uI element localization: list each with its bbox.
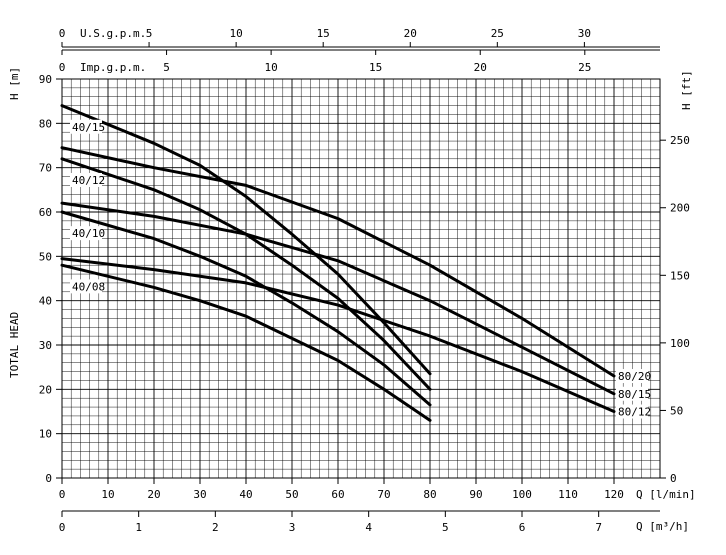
x-lmin-tick-label: 50: [285, 488, 298, 501]
y-left-tick-label: 70: [39, 162, 52, 175]
y-right-tick-label: 0: [670, 472, 677, 485]
x-lmin-tick-label: 60: [331, 488, 344, 501]
x-lmin-tick-label: 90: [469, 488, 482, 501]
top-imp-gpm-tick-label: 15: [369, 61, 382, 74]
y-left-tick-label: 30: [39, 339, 52, 352]
y-left-tick-label: 40: [39, 295, 52, 308]
top-axis-imp-gpm-label: Imp.g.p.m.: [80, 61, 146, 74]
y-left-unit-label: H [m]: [8, 67, 21, 100]
curve-40-12: [60, 157, 432, 391]
top-axes: 0 5 10 15 20 25 30 0 5 10 15 20 25: [59, 27, 660, 74]
top-us-gpm-tick-label: 25: [491, 27, 504, 40]
series-label-40-15: 40/15: [72, 121, 105, 134]
chart-grid: [61, 78, 661, 479]
top-imp-gpm-tick-label: 20: [474, 61, 487, 74]
y-left-tick-label: 80: [39, 117, 52, 130]
x-m3h-tick-label: 2: [212, 521, 219, 534]
top-imp-gpm-tick-label: 0: [59, 61, 66, 74]
x-m3h-tick-label: 5: [442, 521, 449, 534]
curve-80-15: [60, 201, 616, 396]
x-m3h-tick-label: 1: [135, 521, 142, 534]
top-imp-gpm-tick-label: 10: [264, 61, 277, 74]
curve-40-15: [60, 104, 432, 376]
x-lmin-tick-label: 40: [239, 488, 252, 501]
series-label-40-12: 40/12: [72, 174, 105, 187]
x-lmin-tick-label: 100: [512, 488, 532, 501]
curve-40-08: [60, 263, 432, 422]
x-lmin-tick-label: 70: [377, 488, 390, 501]
y-left-tick-label: 90: [39, 73, 52, 86]
top-us-gpm-tick-label: 0: [59, 27, 66, 40]
y-left-tick-label: 10: [39, 428, 52, 441]
x-m3h-axis-label: Q [m³/h]: [636, 520, 689, 533]
x-lmin-tick-label: 80: [423, 488, 436, 501]
x-lmin-tick-label: 120: [604, 488, 624, 501]
y-right-tick-label: 100: [670, 337, 690, 350]
y-right-tick-label: 50: [670, 404, 683, 417]
series-label-80-15: 80/15: [618, 388, 651, 401]
y-left-tick-label: 60: [39, 206, 52, 219]
top-imp-gpm-tick-label: 5: [163, 61, 170, 74]
curves: [60, 104, 616, 422]
y-left-tick-label: 50: [39, 250, 52, 263]
x-m3h-tick-label: 0: [59, 521, 66, 534]
x-m3h-tick-label: 6: [519, 521, 526, 534]
series-label-40-08: 40/08: [72, 280, 105, 293]
y-left-tick-label: 0: [45, 472, 52, 485]
curve-80-20: [60, 146, 616, 378]
x-lmin-tick-label: 10: [101, 488, 114, 501]
x-m3h-tick-label: 4: [365, 521, 372, 534]
y-right-tick-label: 200: [670, 202, 690, 215]
y-left-title: TOTAL HEAD: [8, 312, 21, 378]
y-right-tick-label: 250: [670, 134, 690, 147]
x-m3h-tick-label: 7: [595, 521, 602, 534]
series-label-80-20: 80/20: [618, 370, 651, 383]
x-lmin-tick-label: 30: [193, 488, 206, 501]
top-imp-gpm-tick-label: 25: [578, 61, 591, 74]
plot-frame: [61, 78, 661, 479]
x-lmin-tick-label: 110: [558, 488, 578, 501]
series-labels: 40/15 40/12 40/10 40/08 80/20 80/15 80/12: [70, 119, 651, 419]
series-label-80-12: 80/12: [618, 406, 651, 419]
x-m3h-tick-label: 3: [289, 521, 296, 534]
top-us-gpm-tick-label: 5: [146, 27, 153, 40]
top-us-gpm-tick-label: 30: [578, 27, 591, 40]
top-us-gpm-tick-label: 20: [404, 27, 417, 40]
top-us-gpm-tick-label: 15: [317, 27, 330, 40]
x-lmin-tick-label: 0: [59, 488, 66, 501]
curve-80-12: [60, 257, 616, 413]
series-label-40-10: 40/10: [72, 227, 105, 240]
top-us-gpm-tick-label: 10: [230, 27, 243, 40]
x-lmin-tick-label: 20: [147, 488, 160, 501]
y-right-tick-label: 150: [670, 269, 690, 282]
top-axis-us-gpm-label: U.S.g.p.m.: [80, 27, 146, 40]
y-right-unit-label: H [ft]: [680, 70, 693, 110]
x-lmin-axis-label: Q [l/min]: [636, 488, 696, 501]
y-left-tick-label: 20: [39, 383, 52, 396]
